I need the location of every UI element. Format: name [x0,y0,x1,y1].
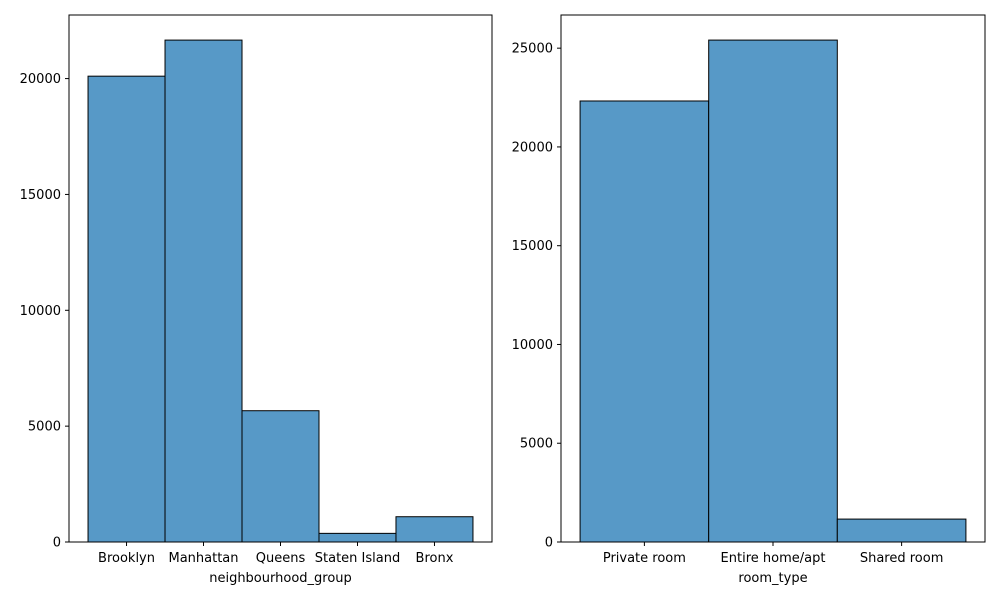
y-tick-label: 20000 [512,140,553,155]
bar-manhattan [164,39,243,543]
y-tick-label: 25000 [512,42,553,57]
y-tick-label: 10000 [512,338,553,353]
y-tick-label: 5000 [520,437,553,452]
y-tick-label: 5000 [28,420,61,435]
bar-entire-home-apt [708,39,838,543]
y-tick-label: 0 [53,536,61,551]
x-tick-label-manhattan: Manhattan [168,551,238,566]
y-tick-label: 15000 [512,239,553,254]
x-axis-label: room_type [738,571,807,586]
bar-staten-island [318,532,397,543]
bar-private-room [579,100,710,543]
bar-queens [241,410,320,543]
x-tick-label-staten-island: Staten Island [315,551,400,566]
x-tick-label-shared-room: Shared room [860,551,944,566]
y-tick-label: 0 [545,536,553,551]
chart-neighbourhood-group: Brooklyn Manhattan Queens Staten Island Bron… [20,14,493,586]
x-axis-label: neighbourhood_group [209,571,352,586]
bar-brooklyn [87,75,166,543]
y-tick-label: 10000 [20,304,61,319]
bar-bronx [395,516,474,543]
x-tick-label-queens: Queens [256,551,306,566]
bar-shared-room [836,518,967,543]
x-tick-label-private-room: Private room [603,551,686,566]
y-tick-label: 15000 [20,188,61,203]
chart-room-type: Private room Entire home/apt Shared room 0 5… [512,14,986,586]
x-tick-label-brooklyn: Brooklyn [98,551,155,566]
y-tick-label: 20000 [20,72,61,87]
x-tick-label-entire-home-apt: Entire home/apt [721,551,826,566]
x-tick-label-bronx: Bronx [416,551,454,566]
